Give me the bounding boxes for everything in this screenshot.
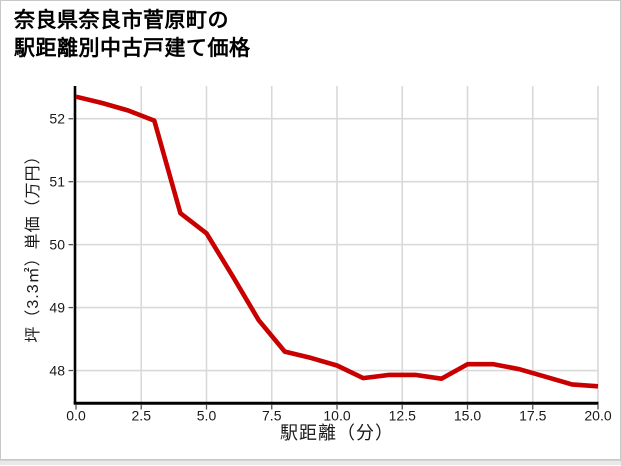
x-axis-label: 駅距離（分） (280, 423, 394, 443)
x-tick-label: 20.0 (584, 408, 611, 424)
y-tick-label: 49 (49, 300, 65, 316)
x-tick-label: 5.0 (197, 408, 217, 424)
price-line (75, 94, 599, 389)
y-tick-label: 52 (49, 111, 65, 127)
x-tick-label: 10.0 (323, 408, 350, 424)
y-tick-label: 50 (49, 237, 65, 253)
chart-title: 奈良県奈良市菅原町の 駅距離別中古戸建て価格 (14, 9, 251, 60)
x-tick-label: 7.5 (262, 408, 282, 424)
x-tick-label: 12.5 (389, 408, 416, 424)
x-tick-label: 17.5 (519, 408, 546, 424)
y-tick-label: 48 (49, 363, 65, 379)
y-axis-label: 坪（3.3㎡）単価（万円） (25, 147, 42, 343)
x-tick-label: 15.0 (454, 408, 481, 424)
x-tick-label: 2.5 (132, 408, 152, 424)
x-tick-label: 0.0 (66, 408, 86, 424)
page-bottom-strip (0, 460, 621, 465)
y-tick-label: 51 (49, 174, 65, 190)
